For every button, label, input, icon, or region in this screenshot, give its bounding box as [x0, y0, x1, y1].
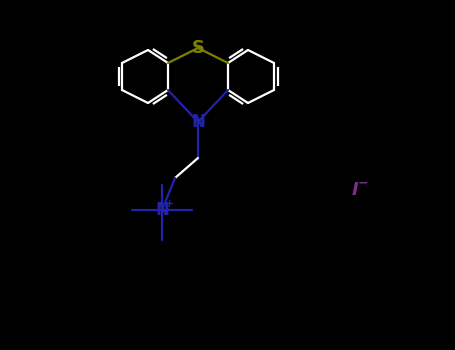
Text: −: − — [358, 176, 368, 189]
Text: N: N — [155, 201, 169, 219]
Text: +: + — [164, 199, 174, 209]
Text: N: N — [191, 113, 205, 131]
Text: I: I — [352, 181, 359, 199]
Text: S: S — [192, 39, 204, 57]
